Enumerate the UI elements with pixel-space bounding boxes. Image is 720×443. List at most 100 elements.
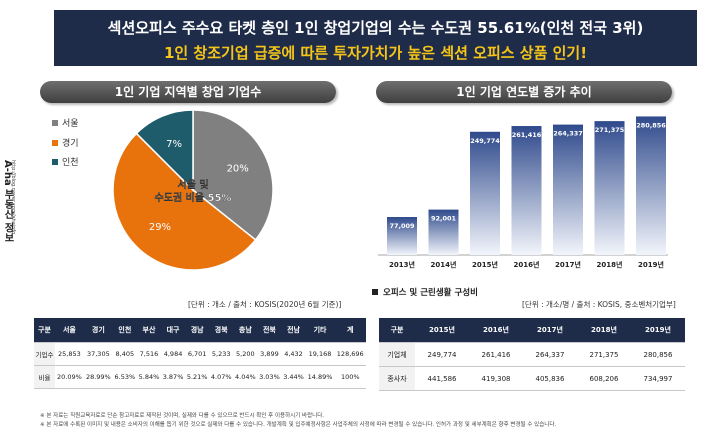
table-cell: 441,586 (415, 366, 470, 391)
legend-swatch (52, 139, 58, 146)
header-cell: 2018년 (576, 318, 631, 343)
table-row: 종사자 441,586 419,308 405,836 608,206 734,… (379, 366, 685, 391)
header-cell: 2015년 (415, 318, 470, 343)
x-tick-label: 2013년 (389, 260, 415, 269)
bar-2015년 (470, 131, 500, 255)
row-label: 기업수 (34, 342, 55, 366)
table-cell: 6,701 (185, 342, 210, 366)
footer-note-2: ※ 본 자료에 수록된 이미지 및 내용은 소비자의 이해를 돕기 위한 것으로… (40, 422, 557, 428)
x-tick-label: 2015년 (472, 260, 498, 269)
right-source: [단위 : 개소/명 / 출처 : KOSIS, 중소벤처기업부] (522, 300, 676, 309)
bar-value-label: 264,337 (553, 130, 583, 138)
x-tick-label: 2017년 (555, 260, 581, 269)
logo-url: http://blog.naver.com/ahainfo (10, 160, 16, 235)
pie-value-label: 7% (166, 139, 182, 150)
table-cell: 734,997 (630, 366, 685, 391)
table-cell: 405,836 (523, 366, 577, 391)
table-cell: 25,853 (54, 342, 84, 366)
subheadline: 1인 창조기업 급증에 따른 투자가치가 높은 섹션 오피스 상품 인기! (163, 44, 588, 62)
table-cell: 19,168 (305, 342, 335, 366)
table-row: 비율 20.09% 28.99% 6.53% 5.84% 3.87% 5.21%… (34, 365, 366, 389)
table-cell: 128,696 (334, 342, 366, 366)
left-panel-title: 1인 기업 지역별 창업 기업수 (40, 81, 336, 103)
x-tick-label: 2019년 (638, 260, 664, 269)
bar-2013년 (387, 217, 417, 255)
table-cell: 5.21% (185, 365, 210, 389)
table-cell: 608,206 (576, 366, 631, 391)
bar-value-label: 280,856 (636, 121, 666, 129)
table-cell: 28.99% (83, 365, 113, 389)
table-cell: 5,200 (233, 342, 258, 366)
legend-item-gyeonggi: 경기 (52, 136, 79, 149)
table-cell: 3.87% (161, 365, 186, 389)
legend-item-seoul: 서울 (52, 116, 79, 129)
row-label: 비율 (34, 365, 55, 389)
pie-value-label: 29% (149, 222, 171, 233)
header-cell: 2019년 (630, 318, 685, 343)
bar-value-label: 92,001 (431, 215, 457, 223)
table-header-row: 구분 서울 경기 인천 부산 대구 경남 경북 충남 전북 전남 기타 계 (34, 318, 366, 343)
bar-value-label: 261,416 (512, 131, 542, 139)
header-cell: 기타 (305, 318, 335, 343)
row-label: 기업체 (379, 342, 416, 367)
side-logo: A-ha 부동산 정보 http://blog.naver.com/ahainf… (0, 160, 18, 250)
legend-swatch (52, 158, 58, 165)
table-cell: 4,432 (281, 342, 306, 366)
header-cell: 경남 (185, 318, 210, 343)
table-cell: 5.84% (136, 365, 161, 389)
bar-value-label: 249,774 (470, 137, 500, 145)
header-cell: 서울 (54, 318, 84, 343)
pie-slice-2 (135, 109, 194, 192)
row-label: 종사자 (379, 366, 416, 391)
table-cell: 3.44% (281, 365, 306, 389)
header-cell: 부산 (136, 318, 161, 343)
table-cell: 14.89% (305, 365, 335, 389)
table-cell: 271,375 (576, 342, 631, 367)
right-section-label: 오피스 및 근린생활 구성비 (372, 286, 478, 298)
table-cell: 6.53% (112, 365, 137, 389)
bar-2014년 (428, 209, 459, 255)
header-cell: 충남 (233, 318, 258, 343)
bar-2019년 (636, 116, 666, 256)
header-cell: 구분 (34, 318, 55, 343)
legend-label: 서울 (62, 119, 79, 129)
bar-value-label: 271,375 (595, 126, 625, 134)
header-cell: 계 (334, 318, 366, 343)
table-cell: 100% (334, 365, 366, 389)
table-cell: 37,305 (83, 342, 113, 366)
pie-center-label: 서울 및 (177, 178, 208, 191)
region-table: 구분 서울 경기 인천 부산 대구 경남 경북 충남 전북 전남 기타 계 기업… (34, 318, 366, 389)
table-cell: 261,416 (469, 342, 523, 367)
bar-2016년 (511, 126, 542, 255)
legend-label: 인천 (62, 158, 79, 168)
header-cell: 전남 (281, 318, 306, 343)
pie-value-label: 20% (227, 163, 249, 174)
table-cell: 5,233 (209, 342, 234, 366)
legend-label: 경기 (62, 139, 79, 149)
bar-value-label: 77,009 (389, 222, 415, 230)
header-cell: 전북 (257, 318, 282, 343)
bar-2018년 (594, 121, 625, 255)
left-source: [단위 : 개소 / 출처 : KOSIS(2020년 6월 기준)] (188, 300, 342, 309)
table-cell: 20.09% (54, 365, 84, 389)
header-cell: 대구 (161, 318, 186, 343)
bar-2017년 (553, 124, 583, 255)
table-cell: 7,516 (136, 342, 161, 366)
header-cell: 경기 (83, 318, 113, 343)
headline: 섹션오피스 주수요 타켓 층인 1인 창업기업의 수는 수도권 55.61%(인… (107, 19, 644, 37)
table-row: 기업체 249,774 261,416 264,337 271,375 280,… (379, 342, 685, 367)
pie-center-label: 수도권 비율 55% (155, 191, 232, 204)
table-cell: 4,984 (161, 342, 186, 366)
right-panel-title: 1인 기업 연도별 증가 추이 (376, 81, 672, 103)
pie-slice-1 (112, 132, 257, 271)
table-header-row: 구분 2015년 2016년 2017년 2018년 2019년 (379, 318, 685, 343)
footer-note-1: ※ 본 자료는 직원교육자료로 단순 참고자료로 제작된 것이며, 실제와 다를… (40, 413, 325, 419)
header-cell: 경북 (209, 318, 234, 343)
table-cell: 419,308 (469, 366, 523, 391)
table-cell: 264,337 (523, 342, 577, 367)
yearly-table: 구분 2015년 2016년 2017년 2018년 2019년 기업체 249… (379, 318, 685, 391)
section-marker (372, 289, 378, 295)
section-label-text: 오피스 및 근린생활 구성비 (383, 288, 478, 298)
